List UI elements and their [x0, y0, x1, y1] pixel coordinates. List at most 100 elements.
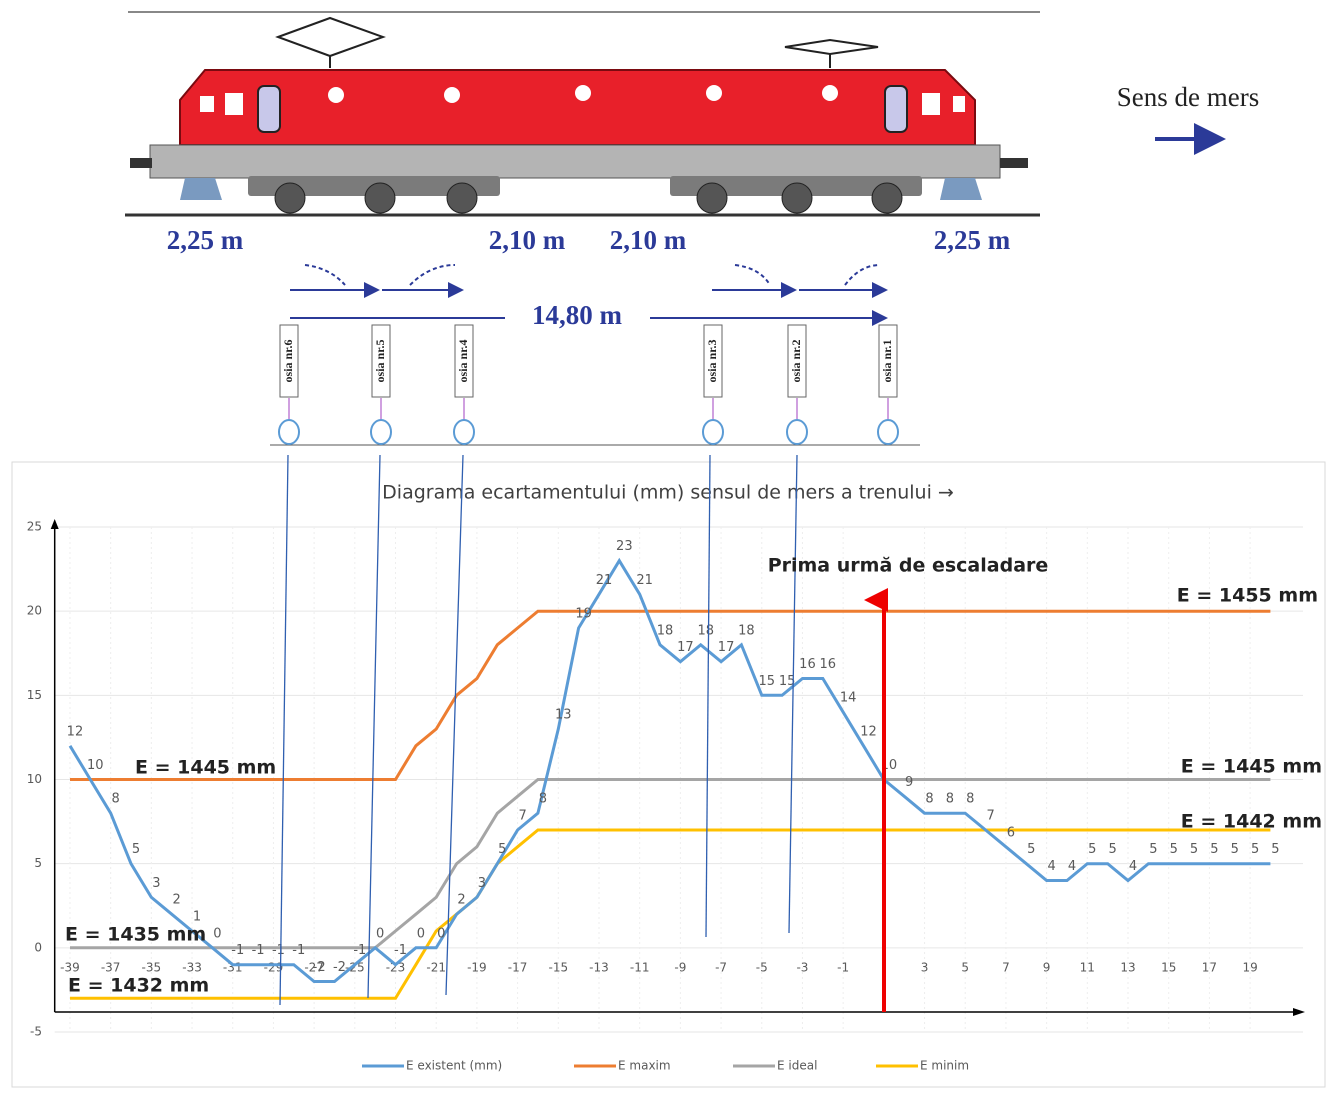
axle-circle	[877, 419, 899, 445]
chart-title: Diagrama ecartamentului (mm) sensul de m…	[382, 482, 954, 504]
x-tick-label: -25	[345, 960, 365, 974]
data-label: 0	[213, 926, 221, 941]
x-tick-label: 5	[961, 960, 969, 974]
data-label: 18	[657, 623, 674, 638]
axle-circle	[453, 419, 475, 445]
data-label: 12	[67, 724, 84, 739]
data-label: 0	[437, 926, 445, 941]
x-tick-label: -39	[60, 960, 80, 974]
axle-projections	[279, 454, 798, 1006]
legend-label: E minim	[920, 1059, 969, 1073]
series-line	[70, 828, 1271, 1000]
dimension-lines	[290, 264, 888, 326]
data-label: 7	[986, 809, 994, 824]
x-tick-label: -7	[715, 960, 727, 974]
annotation: E = 1455 mm	[1177, 585, 1318, 607]
axle-label: osia nr.5	[373, 340, 387, 383]
data-label: 15	[779, 674, 796, 689]
x-tick-label: 7	[1002, 960, 1010, 974]
x-tick-label: -31	[223, 960, 243, 974]
dimension: 14,80 m	[532, 300, 623, 330]
data-label: 4	[1047, 859, 1055, 874]
x-tick-label: -21	[426, 960, 446, 974]
data-label: 8	[966, 792, 974, 807]
x-tick-label: -19	[467, 960, 487, 974]
annotation: E = 1442 mm	[1181, 811, 1322, 833]
series-line	[68, 557, 1271, 983]
dimension: 2,25 m	[167, 225, 244, 255]
data-label: 5	[1210, 842, 1218, 857]
x-tick-label: -9	[674, 960, 686, 974]
data-label: 23	[616, 539, 633, 554]
x-tick-label: -11	[630, 960, 650, 974]
y-tick-label: 20	[27, 604, 42, 618]
axle-label: osia nr.2	[789, 340, 803, 383]
data-label: 18	[738, 623, 755, 638]
overlay: E = 1445 mm E = 1435 mm E = 1432 mm E = 145…	[65, 454, 1322, 1012]
y-tick-label: 5	[34, 856, 42, 870]
data-label: -1	[231, 943, 244, 958]
legend: E existent (mm) E maxim E ideal E minim	[362, 1059, 969, 1073]
axle-label: osia nr.4	[456, 340, 470, 383]
x-tick-label: -3	[796, 960, 808, 974]
x-tick-label: -1	[837, 960, 849, 974]
x-tick-label: 11	[1080, 960, 1095, 974]
data-label: 12	[860, 724, 877, 739]
data-label: 18	[697, 623, 714, 638]
data-label: 2	[173, 893, 181, 908]
axle-box	[454, 324, 474, 398]
y-tick-label: -5	[30, 1025, 42, 1039]
data-label: 5	[498, 842, 506, 857]
x-tick-label: -23	[386, 960, 406, 974]
x-tick-label: -13	[589, 960, 609, 974]
series-line	[70, 778, 1271, 950]
axle-label: osia nr.6	[281, 340, 295, 383]
data-label: 4	[1068, 859, 1076, 874]
axle-circle	[278, 419, 300, 445]
y-tick-label: 15	[27, 688, 42, 702]
data-label: -1	[353, 943, 366, 958]
data-label: 6	[1007, 825, 1015, 840]
data-label: 14	[840, 691, 857, 706]
series-line	[70, 609, 1271, 781]
x-tick-label: 3	[921, 960, 929, 974]
data-label: -1	[252, 943, 265, 958]
dimension: 2,10 m	[610, 225, 687, 255]
axle-box	[703, 324, 723, 398]
data-label: 3	[152, 876, 160, 891]
axle-circle	[702, 419, 724, 445]
data-label: 5	[1027, 842, 1035, 857]
x-tick-label: 13	[1120, 960, 1135, 974]
data-label: 5	[1271, 842, 1279, 857]
data-label: 5	[132, 842, 140, 857]
data-label: 8	[539, 792, 547, 807]
x-tick-label: 15	[1161, 960, 1176, 974]
y-tick-label: 0	[34, 940, 42, 954]
annotation: E = 1435 mm	[65, 924, 206, 946]
x-tick-label: -35	[142, 960, 162, 974]
data-label: -2	[333, 960, 346, 975]
data-label: 8	[925, 792, 933, 807]
data-label: -1	[292, 943, 305, 958]
direction-label: Sens de mers	[1117, 82, 1259, 112]
data-label: 4	[1129, 859, 1137, 874]
x-tick-label: -37	[101, 960, 121, 974]
data-label: 13	[555, 708, 572, 723]
axle-circle	[786, 419, 808, 445]
x-tick-label: 9	[1043, 960, 1051, 974]
data-label: -1	[272, 943, 285, 958]
data-label: 21	[596, 573, 613, 588]
data-label: 7	[518, 809, 526, 824]
data-label: 17	[718, 640, 735, 655]
dimension: 2,25 m	[934, 225, 1011, 255]
dimension: 2,10 m	[489, 225, 566, 255]
data-label: -2	[313, 960, 326, 975]
axle-box	[279, 324, 299, 398]
x-tick-label: -5	[756, 960, 768, 974]
axle-label: osia nr.3	[705, 340, 719, 383]
y-tick-label: 25	[27, 520, 42, 534]
axle-box	[878, 324, 898, 398]
data-label: 5	[1088, 842, 1096, 857]
